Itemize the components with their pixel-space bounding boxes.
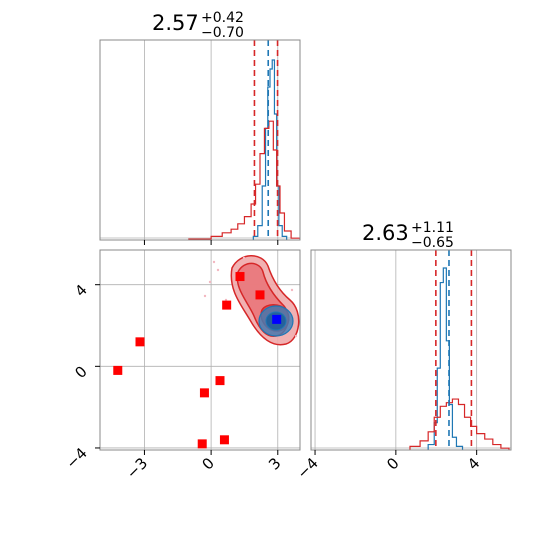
top-histogram-plot	[188, 40, 300, 240]
x-tick-label: −3	[123, 454, 151, 482]
y-tick-label: −4	[62, 444, 90, 472]
scatter-frame	[99, 249, 301, 451]
right-histogram-title-plus: +1.11	[411, 220, 454, 236]
x-tick-label: 4	[464, 454, 483, 473]
faint-sample-dot	[212, 260, 216, 264]
scatter-plot	[113, 255, 300, 449]
right-histogram-title-value: 2.63	[362, 221, 409, 245]
right-histogram-ticks: −4 0 4	[293, 450, 483, 482]
scatter-panel: −3 0 3 −4 0 4	[62, 249, 301, 482]
scatter-point	[199, 388, 209, 398]
scatter-point	[113, 365, 123, 375]
scatter-point	[219, 435, 229, 445]
scatter-point	[197, 439, 207, 449]
faint-sample-dot	[290, 288, 294, 292]
faint-sample-dot	[242, 256, 246, 260]
right-histogram-panel: −4 0 4 2.63 +1.11 −0.65	[293, 220, 512, 482]
faint-sample-dot	[208, 280, 212, 284]
scatter-point	[222, 300, 232, 310]
faint-sample-dots	[203, 256, 298, 338]
y-tick-label: 4	[71, 281, 90, 300]
hist-series-step-line	[188, 120, 300, 240]
right-histogram-plot	[409, 250, 510, 450]
scatter-point	[215, 376, 225, 386]
x-tick-label: −4	[293, 454, 321, 482]
scatter-point	[255, 290, 265, 300]
right-histogram-title-minus: −0.65	[411, 235, 454, 251]
x-tick-label: 0	[198, 454, 217, 473]
hist-series-step-line	[409, 398, 510, 450]
hist-series-step-line	[252, 59, 288, 240]
top-histogram-panel: 2.57 +0.42 −0.70	[99, 10, 301, 245]
truth-point	[272, 314, 282, 324]
scatter-point	[135, 337, 145, 347]
x-tick-label: 3	[265, 454, 284, 473]
scatter-points	[113, 272, 282, 449]
y-tick-label: 0	[71, 362, 90, 381]
top-histogram-title-plus: +0.42	[201, 10, 244, 26]
faint-sample-dot	[294, 334, 298, 338]
top-histogram-frame	[99, 39, 301, 241]
right-histogram-grid	[311, 250, 511, 450]
right-histogram-frame	[310, 249, 512, 451]
faint-sample-dot	[216, 268, 220, 272]
faint-sample-dot	[224, 298, 228, 302]
top-histogram-title-value: 2.57	[152, 11, 199, 35]
top-histogram-ticks	[143, 240, 279, 245]
hist-series-step-line	[427, 267, 464, 450]
faint-sample-dot	[203, 294, 207, 298]
scatter-point	[235, 272, 245, 282]
x-tick-label: 0	[383, 454, 402, 473]
top-histogram-title-minus: −0.70	[201, 25, 244, 41]
